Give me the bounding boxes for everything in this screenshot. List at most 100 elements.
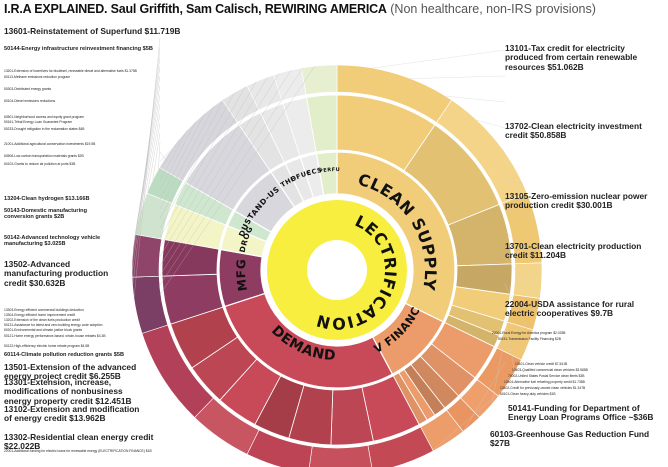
- program-value-text: $19.5B: [83, 142, 96, 146]
- leader-line-left-5: [134, 85, 161, 238]
- program-label: 60103-Greenhouse Gas Reduction Fund $27B: [490, 429, 665, 449]
- program-label: 60113-Methane emissions reduction progra…: [4, 75, 164, 80]
- program-label: 13202-Extension of the clean fuels produ…: [4, 318, 164, 323]
- program-label-text: 22001-Rural Energy for America program: [492, 331, 553, 335]
- outer-arc-11: [309, 444, 373, 467]
- program-label: 60101-Clean heavy-duty vehicles $1B: [500, 392, 665, 397]
- program-label: 50143-Domestic manufacturing conversion …: [4, 208, 114, 221]
- program-label: 50233-Drought mitigation in the reclamat…: [4, 127, 164, 132]
- program-value-text: $2B: [76, 154, 84, 158]
- title-text: I.R.A EXPLAINED. Saul Griffith, Sam Cali…: [4, 2, 387, 16]
- program-value-text: $11.204B: [527, 250, 566, 261]
- leader-line-left-26: [159, 67, 303, 286]
- leader-line-left-6: [136, 94, 161, 227]
- program-value-text: $1B: [144, 449, 152, 453]
- program-value-text: $1B: [548, 392, 556, 396]
- program-label: 13303-Energy efficient commercial buildi…: [4, 308, 164, 313]
- program-label-text: 60101-Clean heavy-duty vehicles: [500, 392, 549, 396]
- leader-line-left-18: [159, 105, 215, 210]
- program-label-text: 60102-Grants to reduce air pollution at …: [4, 162, 69, 166]
- program-label: 50144-Energy infrastructure reinvestment…: [4, 46, 154, 52]
- program-label-text: 13403-Qualified commercial clean vehicle…: [512, 368, 575, 372]
- program-label: 60114-Climate pollution reduction grants…: [4, 352, 164, 358]
- program-label: 50122-High-efficiency electric home reba…: [4, 344, 164, 349]
- program-label: 13101-Tax credit for electricity produce…: [505, 43, 660, 72]
- program-label-text: 13501-Extension of the advanced energy p…: [4, 362, 137, 382]
- program-value-text: $5B: [141, 46, 153, 52]
- leader-line-left-15: [159, 130, 188, 181]
- program-label: 13401-Clean vehicle credit $7.541B: [515, 362, 665, 367]
- program-label-text: 60506-Low-carbon transportation material…: [4, 154, 77, 158]
- program-label: 60104-Diesel emissions reductions: [4, 99, 164, 104]
- program-label-text: 22001-Additional funding for electric lo…: [4, 449, 145, 453]
- program-label-text: 13102-Extension and modification of ener…: [4, 404, 140, 424]
- leader-line-right-11: [491, 335, 506, 405]
- program-label: 13501-Extension of the advanced energy p…: [4, 362, 144, 382]
- program-label-text: 13404-Alternative fuel refueling propert…: [504, 380, 572, 384]
- program-label: 13403-Qualified commercial clean vehicle…: [512, 368, 662, 373]
- program-value-text: $4.3B: [96, 334, 106, 338]
- program-label: 13502-Advanced manufacturing production …: [4, 259, 124, 288]
- program-label-text: 13202-Extension of the clean fuels produ…: [4, 318, 80, 322]
- program-label: 22001-Additional funding for electric lo…: [4, 449, 274, 454]
- program-value-text: $1.347B: [572, 386, 586, 390]
- program-label: 60506-Low-carbon transportation material…: [4, 154, 164, 159]
- leader-line-left-13: [159, 148, 172, 162]
- program-value-text: $30.632B: [26, 277, 66, 288]
- program-label-text: 13105-Zero-emission nuclear power produc…: [505, 191, 648, 211]
- leader-line-right-12: [463, 361, 506, 432]
- program-label-text: 50142-Advanced technology vehicle manufa…: [4, 235, 101, 248]
- program-value-text: $5B: [112, 352, 124, 358]
- program-label-text: 13302-Residential clean energy credit: [4, 432, 154, 442]
- program-label: 60201-Environmental and climate justice …: [4, 328, 164, 333]
- program-label: 50303-Distributed energy grants: [4, 87, 164, 92]
- program-label-text: 13401-Clean vehicle credit: [515, 362, 555, 366]
- leader-line-left-3: [132, 66, 161, 263]
- program-label: 13204-Clean hydrogen $13.166B: [4, 196, 154, 202]
- program-label-text: 13701-Clean electricity production credi…: [505, 241, 642, 261]
- leader-line-left-9: [147, 123, 161, 192]
- program-value-text: $1.738B: [571, 380, 585, 384]
- leader-line-left-22: [159, 81, 257, 248]
- program-label-text: 50151-Transmission Facility Financing: [498, 337, 555, 341]
- program-value-text: ~$36B: [626, 412, 654, 423]
- program-value-text: $30.001B: [573, 200, 613, 211]
- leader-line-right-2: [445, 96, 506, 103]
- leader-line-right-3: [476, 119, 506, 129]
- leader-line-left-8: [143, 113, 161, 203]
- program-label: 13105-Zero-emission nuclear power produc…: [505, 191, 655, 211]
- program-label: 13404-Alternative fuel refueling propert…: [504, 380, 664, 385]
- program-label: 50161-Tribal Energy Loan Guarantee Progr…: [4, 120, 164, 125]
- program-value-text: $51.062B: [545, 61, 584, 72]
- leader-line-right-4: [502, 149, 506, 155]
- chart-title: I.R.A EXPLAINED. Saul Griffith, Sam Cali…: [4, 2, 668, 16]
- program-label-text: 13201-Extension of incentives for biodie…: [4, 69, 124, 73]
- leader-line-left-23: [159, 77, 268, 257]
- program-label-text: 13101-Tax credit for electricity produce…: [505, 43, 638, 72]
- category-label-text-ccs: CCS: [305, 166, 322, 177]
- leader-line-right-13: [429, 387, 506, 453]
- program-label: 50131-Assistance for latest and zero bui…: [4, 323, 164, 328]
- program-label: 21001-Additional agricultural conservati…: [4, 142, 164, 147]
- program-label-text: 60114-Climate pollution reduction grants: [4, 352, 113, 358]
- leader-line-right-8: [504, 257, 541, 299]
- program-value-text: $1.375B: [123, 69, 137, 73]
- leader-line-right-10: [504, 309, 515, 373]
- leader-line-left-19: [159, 98, 225, 219]
- program-label: 70002-United States Postal Service clean…: [508, 374, 663, 379]
- program-label-text: 50121-Home energy performance-based, who…: [4, 334, 97, 338]
- program-value-text: $2B: [52, 214, 65, 221]
- program-label: 13702-Clean electricity investment credi…: [505, 121, 650, 141]
- program-label: 50121-Home energy performance-based, who…: [4, 334, 154, 339]
- category-arc-10: [315, 151, 338, 196]
- program-label-text: 60104-Diesel emissions reductions: [4, 99, 56, 103]
- program-label-text: 13601-Reinstatement of Superfund: [4, 26, 143, 36]
- program-label: 13304-Energy efficient home improvement …: [4, 313, 164, 318]
- program-label: 22004-USDA assistance for rural electric…: [505, 299, 645, 319]
- leader-line-left-24: [159, 73, 280, 267]
- program-value-text: $22.022B: [4, 441, 41, 452]
- leader-line-left-16: [159, 121, 196, 191]
- program-label-text: 50141-Funding for Department of Energy L…: [508, 403, 640, 423]
- program-value-text: $3.585B: [574, 368, 588, 372]
